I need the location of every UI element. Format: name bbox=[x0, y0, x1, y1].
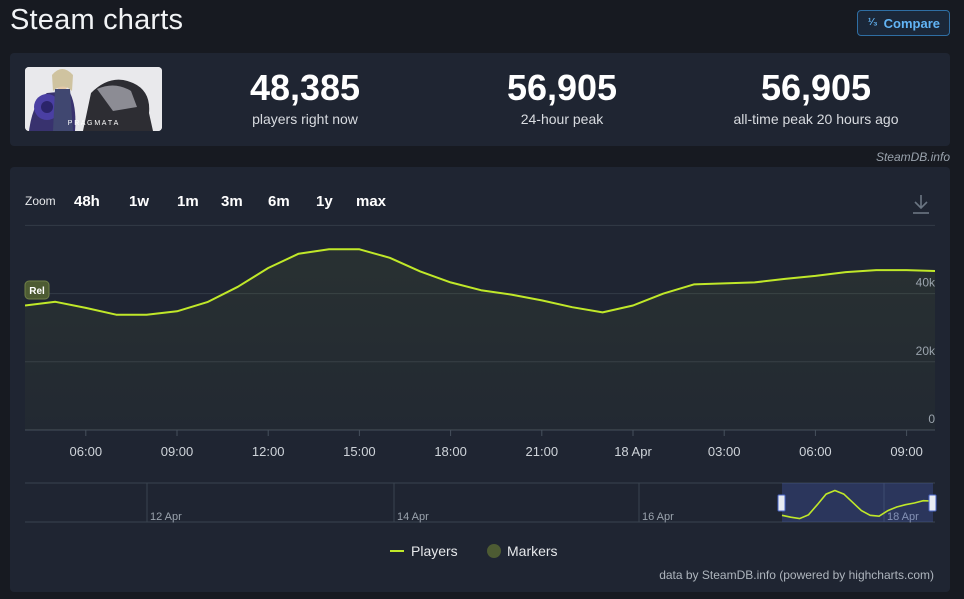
download-icon bbox=[913, 195, 929, 214]
zoom-6m-button[interactable]: 6m bbox=[268, 192, 290, 210]
steamdb-attribution[interactable]: SteamDB.info bbox=[875, 150, 950, 164]
peak-24h-value: 56,905 bbox=[506, 67, 618, 108]
peak-24h-label: 24-hour peak bbox=[520, 111, 604, 127]
stat-24h-peak: 56,905 24-hour peak bbox=[452, 67, 672, 127]
all-time-peak-value: 56,905 bbox=[760, 67, 872, 108]
game-logo-text: P R A G M A T A bbox=[68, 120, 119, 127]
zoom-1m-button[interactable]: 1m bbox=[177, 192, 199, 210]
zoom-max-button[interactable]: max bbox=[356, 192, 387, 210]
page-title: Steam charts bbox=[10, 4, 184, 36]
stat-current-players: 48,385 players right now bbox=[195, 67, 415, 127]
chart-panel bbox=[10, 167, 950, 592]
fraction-icon: ¹⁄₃ bbox=[868, 17, 878, 28]
game-artwork: P R A G M A T A bbox=[25, 67, 162, 131]
download-button[interactable] bbox=[910, 192, 932, 216]
chart-credit[interactable]: data by SteamDB.info (powered by highcha… bbox=[659, 568, 934, 582]
zoom-3m-button[interactable]: 3m bbox=[221, 192, 243, 210]
current-players-label: players right now bbox=[252, 111, 358, 127]
zoom-1y-button[interactable]: 1y bbox=[316, 192, 333, 210]
game-image[interactable]: P R A G M A T A bbox=[25, 67, 162, 131]
compare-button[interactable]: ¹⁄₃ Compare bbox=[857, 10, 950, 36]
current-players-value: 48,385 bbox=[249, 67, 361, 108]
compare-label: Compare bbox=[883, 15, 940, 31]
zoom-1w-button[interactable]: 1w bbox=[129, 192, 150, 210]
stats-panel: P R A G M A T A 48,385 players right now… bbox=[10, 53, 950, 146]
zoom-48h-button[interactable]: 48h bbox=[74, 192, 100, 210]
zoom-label: Zoom bbox=[25, 194, 56, 208]
all-time-peak-label: all-time peak 20 hours ago bbox=[733, 111, 899, 127]
stat-all-time-peak: 56,905 all-time peak 20 hours ago bbox=[696, 67, 936, 127]
